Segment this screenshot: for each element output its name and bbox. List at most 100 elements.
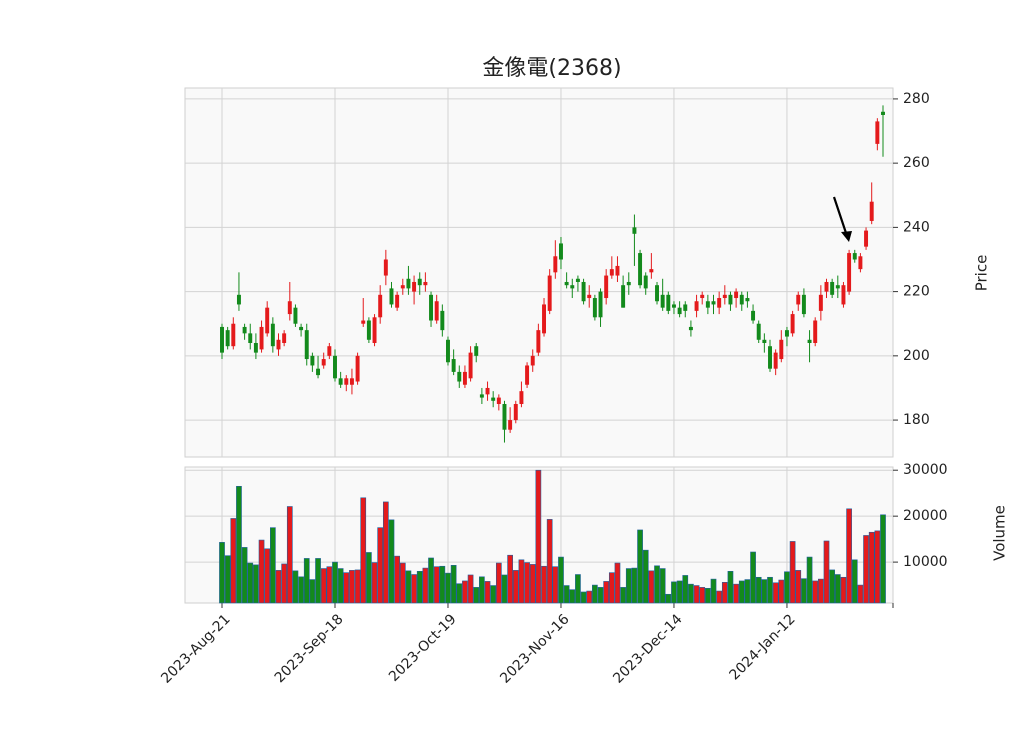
candle-body bbox=[553, 256, 558, 273]
volume-bar bbox=[354, 569, 361, 604]
candle-body bbox=[383, 259, 388, 276]
candle-body bbox=[592, 298, 597, 318]
y-axis-label: Price bbox=[973, 255, 991, 292]
volume-bar bbox=[654, 565, 660, 604]
volume-bar bbox=[253, 564, 259, 604]
candle-body bbox=[615, 265, 620, 276]
volume-bar bbox=[507, 554, 513, 604]
volume-bar bbox=[343, 572, 350, 604]
volume-bar bbox=[755, 576, 762, 604]
candle-body bbox=[220, 326, 224, 353]
volume-bar bbox=[772, 582, 779, 604]
volume-bar bbox=[637, 529, 643, 604]
volume-bar bbox=[552, 566, 559, 604]
plot-area: 180 200 220 240 260 280 10000 20000 30000 2023-Au… bbox=[158, 88, 948, 687]
volume-bar bbox=[337, 568, 344, 604]
volume-bar bbox=[541, 565, 547, 604]
volume-bar bbox=[868, 531, 875, 604]
volume-bar bbox=[705, 587, 711, 604]
volume-bar bbox=[219, 542, 225, 604]
candle-body bbox=[361, 320, 366, 324]
volume-bar bbox=[597, 587, 604, 604]
candle-body bbox=[649, 269, 654, 273]
volume-axis-label: Volume bbox=[991, 505, 1009, 561]
volume-bar bbox=[405, 570, 412, 604]
candle-body bbox=[683, 304, 688, 311]
candle-body bbox=[756, 323, 761, 340]
candle-body bbox=[564, 281, 569, 286]
candle-body bbox=[513, 404, 518, 421]
volume-bar bbox=[818, 578, 824, 604]
candle-body bbox=[236, 294, 241, 305]
volume-bar bbox=[394, 555, 400, 604]
candle-body bbox=[869, 201, 874, 221]
volume-bar bbox=[676, 580, 683, 604]
candle-body bbox=[705, 301, 710, 308]
volume-bar bbox=[840, 576, 847, 604]
volume-bar bbox=[320, 568, 327, 604]
volume-bar bbox=[829, 569, 835, 604]
y-tick-label: 260 bbox=[903, 155, 930, 171]
volume-bar bbox=[721, 582, 728, 604]
candle-body bbox=[327, 346, 332, 356]
candle-body bbox=[728, 294, 733, 305]
candle-body bbox=[310, 355, 315, 366]
candle-body bbox=[864, 230, 869, 247]
volume-bar bbox=[241, 547, 248, 604]
volume-bar bbox=[388, 519, 395, 604]
volume-bar bbox=[247, 562, 254, 604]
candle-body bbox=[423, 281, 428, 286]
volume-bar bbox=[377, 527, 384, 604]
volume-bar bbox=[292, 570, 299, 604]
candle-body bbox=[841, 285, 846, 305]
volume-bar bbox=[834, 574, 841, 604]
candle-body bbox=[666, 294, 671, 311]
chart-title: 金像電(2368) bbox=[482, 56, 621, 81]
volume-bar bbox=[416, 570, 423, 604]
volume-bar bbox=[789, 541, 796, 604]
candle-body bbox=[632, 227, 637, 234]
candle-body bbox=[462, 371, 467, 385]
volume-bar bbox=[309, 579, 316, 604]
volume-bar bbox=[467, 574, 474, 604]
candle-body bbox=[485, 387, 490, 395]
candle-body bbox=[248, 333, 253, 343]
candle-body bbox=[677, 307, 682, 315]
candle-body bbox=[519, 391, 524, 405]
volume-bar bbox=[738, 580, 745, 604]
volume-bar bbox=[366, 552, 372, 604]
candle-body bbox=[225, 330, 230, 347]
volume-bar bbox=[428, 557, 434, 604]
volume-bar bbox=[462, 580, 468, 604]
candle-body bbox=[440, 310, 445, 331]
volume-bar bbox=[608, 572, 615, 604]
volume-bar bbox=[524, 562, 530, 604]
volume-bar bbox=[399, 562, 406, 604]
candle-body bbox=[881, 111, 885, 115]
candle-body bbox=[355, 355, 360, 382]
candle-body bbox=[508, 420, 513, 430]
candle-body bbox=[694, 301, 699, 311]
candle-body bbox=[434, 301, 439, 321]
volume-bar bbox=[518, 559, 525, 604]
volume-bar bbox=[812, 580, 819, 604]
volume-bar bbox=[784, 571, 790, 604]
candle-body bbox=[655, 285, 659, 302]
volume-bar bbox=[360, 497, 367, 604]
volume-bar bbox=[857, 584, 864, 604]
candle-body bbox=[830, 281, 835, 295]
candle-body bbox=[768, 346, 772, 369]
volume-bar bbox=[823, 540, 830, 604]
y-tick-label: 220 bbox=[903, 284, 930, 300]
candle-body bbox=[581, 281, 586, 302]
candle-body bbox=[299, 326, 304, 331]
volume-bar bbox=[512, 570, 519, 604]
volume-bar bbox=[688, 583, 694, 604]
volume-bar bbox=[422, 567, 429, 604]
volume-bar bbox=[332, 561, 338, 604]
volume-bar bbox=[716, 590, 723, 604]
candle-body bbox=[609, 269, 614, 276]
volume-bar bbox=[286, 506, 293, 604]
candle-body bbox=[626, 281, 631, 286]
candle-body bbox=[621, 285, 626, 308]
